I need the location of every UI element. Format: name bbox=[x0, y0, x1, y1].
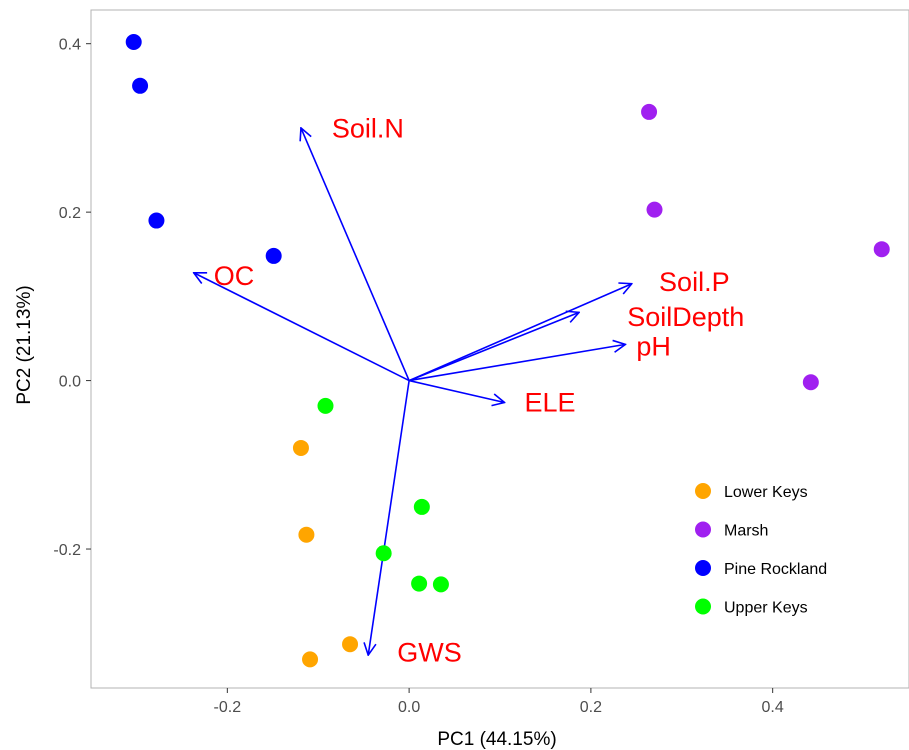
vector-label-gws: GWS bbox=[397, 637, 462, 667]
legend-key-lower-keys bbox=[695, 483, 711, 499]
point-pine-rockland bbox=[125, 34, 142, 51]
score-points bbox=[125, 34, 890, 668]
legend-key-marsh bbox=[695, 521, 711, 538]
y-tick-label: 0.0 bbox=[59, 374, 81, 391]
point-upper-keys bbox=[375, 545, 392, 562]
legend-key-pine-rockland bbox=[695, 560, 711, 576]
x-axis-title: PC1 (44.15%) bbox=[437, 729, 556, 750]
legend-label-pine-rockland: Pine Rockland bbox=[724, 561, 827, 578]
point-lower-keys bbox=[298, 526, 315, 543]
y-tick-label: 0.4 bbox=[59, 37, 81, 54]
point-marsh bbox=[641, 103, 658, 120]
point-marsh bbox=[873, 241, 890, 258]
y-tick-label: -0.2 bbox=[53, 542, 81, 559]
point-marsh bbox=[802, 374, 819, 391]
vector-arrow-gws bbox=[368, 380, 410, 656]
x-tick-label: 0.0 bbox=[398, 699, 420, 716]
vector-label-ele: ELE bbox=[525, 387, 576, 417]
point-lower-keys bbox=[342, 636, 359, 653]
point-upper-keys bbox=[413, 498, 430, 515]
point-marsh bbox=[646, 201, 663, 218]
point-pine-rockland bbox=[132, 77, 149, 94]
vector-label-soil-p: Soil.P bbox=[659, 267, 730, 297]
vector-arrow-ele bbox=[408, 379, 504, 403]
point-upper-keys bbox=[411, 575, 428, 592]
vector-arrow-oc bbox=[194, 273, 410, 382]
point-pine-rockland bbox=[265, 247, 282, 264]
vector-arrow-ph bbox=[408, 344, 625, 382]
vector-arrow-soil-n bbox=[301, 128, 410, 381]
legend: Lower Keys Marsh Pine Rockland Upper Keys bbox=[695, 483, 827, 617]
point-pine-rockland bbox=[148, 212, 165, 229]
plot-panel bbox=[90, 9, 909, 689]
legend-label-marsh: Marsh bbox=[724, 523, 768, 540]
x-tick-label: 0.4 bbox=[762, 699, 784, 716]
y-tick-label: 0.2 bbox=[59, 205, 81, 222]
vector-arrow-soil-p bbox=[408, 284, 632, 382]
vector-label-soil-n: Soil.N bbox=[332, 114, 404, 144]
y-axis-title: PC2 (21.13%) bbox=[14, 285, 35, 404]
vector-label-ph: pH bbox=[636, 332, 671, 362]
vector-label-oc: OC bbox=[214, 261, 255, 291]
point-lower-keys bbox=[292, 439, 309, 456]
loading-vectors bbox=[194, 128, 632, 655]
point-lower-keys bbox=[302, 651, 319, 668]
y-axis: -0.2 0.0 0.2 0.4 bbox=[53, 37, 91, 559]
vector-arrow-soildepth bbox=[408, 312, 579, 382]
x-axis: -0.2 0.0 0.2 0.4 bbox=[214, 688, 784, 716]
legend-label-upper-keys: Upper Keys bbox=[724, 600, 808, 617]
x-tick-label: -0.2 bbox=[214, 699, 242, 716]
point-upper-keys bbox=[432, 576, 449, 593]
vector-label-soildepth: SoilDepth bbox=[627, 302, 744, 332]
legend-label-lower-keys: Lower Keys bbox=[724, 484, 808, 501]
point-upper-keys bbox=[317, 397, 334, 414]
legend-key-upper-keys bbox=[695, 598, 711, 615]
x-tick-label: 0.2 bbox=[580, 699, 602, 716]
